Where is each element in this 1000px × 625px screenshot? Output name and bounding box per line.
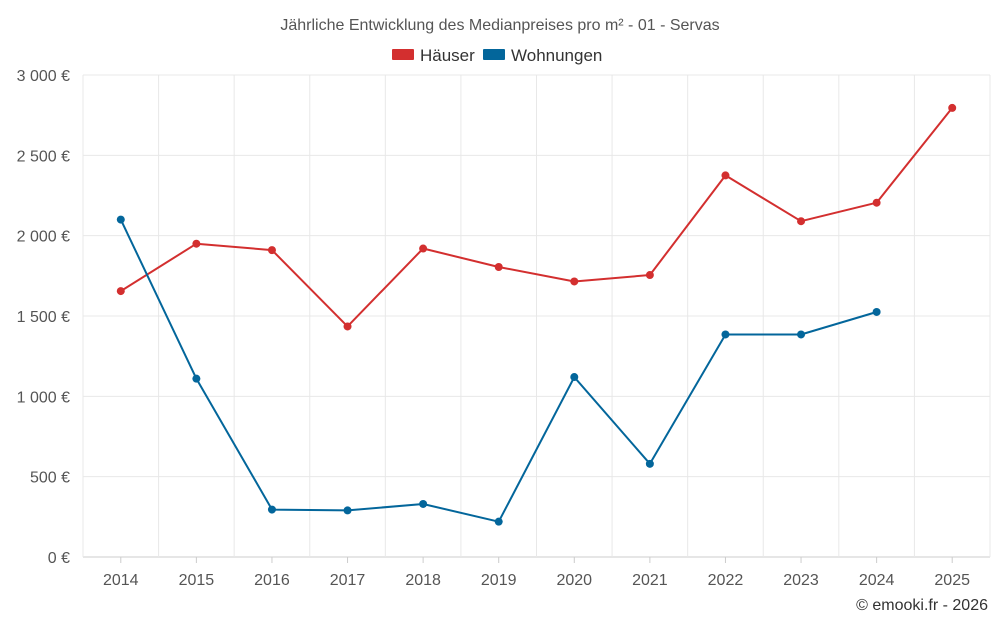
x-tick-label: 2020 [556,572,592,589]
x-tick-label: 2019 [481,572,517,589]
y-tick-label: 1 000 € [17,389,70,406]
x-tick-label: 2018 [405,572,441,589]
data-point-haeuser[interactable] [645,271,654,280]
data-point-haeuser[interactable] [419,244,428,253]
x-tick-label: 2014 [103,572,139,589]
y-axis: 0 € 500 € 1 000 € 1 500 € 2 000 € 2 500 € 3 00… [17,68,70,567]
chart-title: Jährliche Entwicklung des Medianpreises … [280,17,719,34]
data-point-wohnungen[interactable] [419,499,428,508]
data-point-wohnungen[interactable] [797,330,806,339]
data-point-wohnungen[interactable] [116,215,125,224]
data-point-wohnungen[interactable] [570,373,579,382]
x-tick-label: 2016 [254,572,290,589]
data-point-haeuser[interactable] [570,277,579,286]
data-point-haeuser[interactable] [948,103,957,112]
data-point-haeuser[interactable] [192,239,201,248]
x-axis: 2014 2015 2016 2017 2018 2019 2020 2021 2022 2023… [103,557,970,589]
y-tick-label: 2 500 € [17,148,70,165]
x-tick-label: 2022 [708,572,744,589]
y-tick-label: 0 € [48,550,70,567]
data-point-wohnungen[interactable] [872,307,881,316]
data-point-wohnungen[interactable] [494,517,503,526]
x-tick-label: 2024 [859,572,895,589]
data-point-haeuser[interactable] [343,322,352,331]
legend-label-wohnungen[interactable]: Wohnungen [511,46,602,65]
data-point-haeuser[interactable] [797,217,806,226]
x-tick-label: 2021 [632,572,668,589]
data-point-haeuser[interactable] [494,262,503,271]
data-point-haeuser[interactable] [116,287,125,296]
legend-swatch-wohnungen [483,49,505,60]
data-point-wohnungen[interactable] [343,506,352,515]
x-tick-label: 2017 [330,572,366,589]
data-point-wohnungen[interactable] [721,330,730,339]
x-tick-label: 2025 [934,572,970,589]
legend-swatch-haeuser [392,49,414,60]
y-tick-label: 2 000 € [17,229,70,246]
data-point-wohnungen[interactable] [192,374,201,383]
data-point-haeuser[interactable] [721,171,730,180]
data-point-wohnungen[interactable] [267,505,276,514]
grid-lines [82,74,991,558]
data-point-wohnungen[interactable] [645,459,654,468]
series-line-haeuser [120,107,953,328]
legend-label-haeuser[interactable]: Häuser [420,46,475,65]
x-tick-label: 2023 [783,572,819,589]
y-tick-label: 500 € [30,470,70,487]
copyright-footer: © emooki.fr - 2026 [856,597,988,614]
data-point-haeuser[interactable] [267,246,276,255]
y-tick-label: 3 000 € [17,68,70,85]
legend: Häuser Wohnungen [392,46,602,65]
y-tick-label: 1 500 € [17,309,70,326]
x-tick-label: 2015 [179,572,215,589]
data-point-haeuser[interactable] [872,198,881,207]
series-group [116,103,957,526]
